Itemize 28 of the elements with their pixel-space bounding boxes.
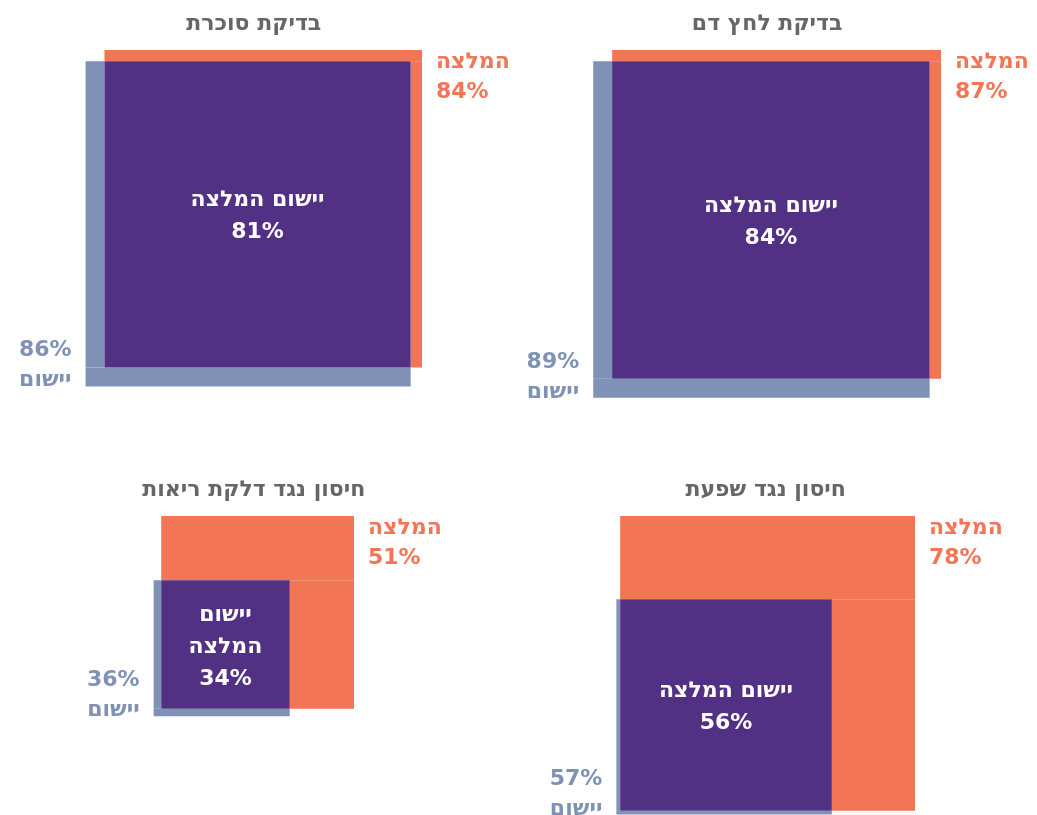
category-label: יישום [19, 366, 72, 392]
data-label: 87% [955, 78, 1008, 103]
text: בדיקת סוכרת [186, 10, 322, 35]
category-label: יישום [526, 377, 580, 403]
data-label: 84% [436, 78, 489, 103]
category-label: יישום [87, 696, 140, 722]
data-label: 51% [368, 544, 421, 569]
data-label: 34% [199, 664, 252, 690]
category-label: המלצה [436, 48, 510, 73]
category-label: יישום [549, 794, 603, 815]
data-label: 89% [526, 347, 580, 373]
category-label: יישום המלצה [188, 600, 263, 658]
category-label: המלצה [955, 48, 1029, 73]
category-label: יישום המלצה [659, 677, 793, 702]
category-label: יישום המלצה [703, 192, 838, 218]
text: חיסון נגד שפעת [685, 476, 846, 501]
text: חיסון נגד דלקת ריאות [142, 476, 366, 501]
data-label: 57% [549, 764, 603, 790]
category-label: המלצה [368, 514, 442, 539]
data-label: 86% [18, 336, 72, 362]
category-label: יישום המלצה [190, 186, 325, 212]
category-label: המלצה [929, 514, 1003, 539]
data-label: 56% [699, 709, 753, 734]
data-label: 78% [929, 544, 982, 569]
text: בדיקת לחץ דם [691, 10, 843, 35]
data-label: 36% [86, 666, 140, 692]
data-label: 84% [744, 224, 798, 250]
data-label: 81% [231, 218, 284, 244]
